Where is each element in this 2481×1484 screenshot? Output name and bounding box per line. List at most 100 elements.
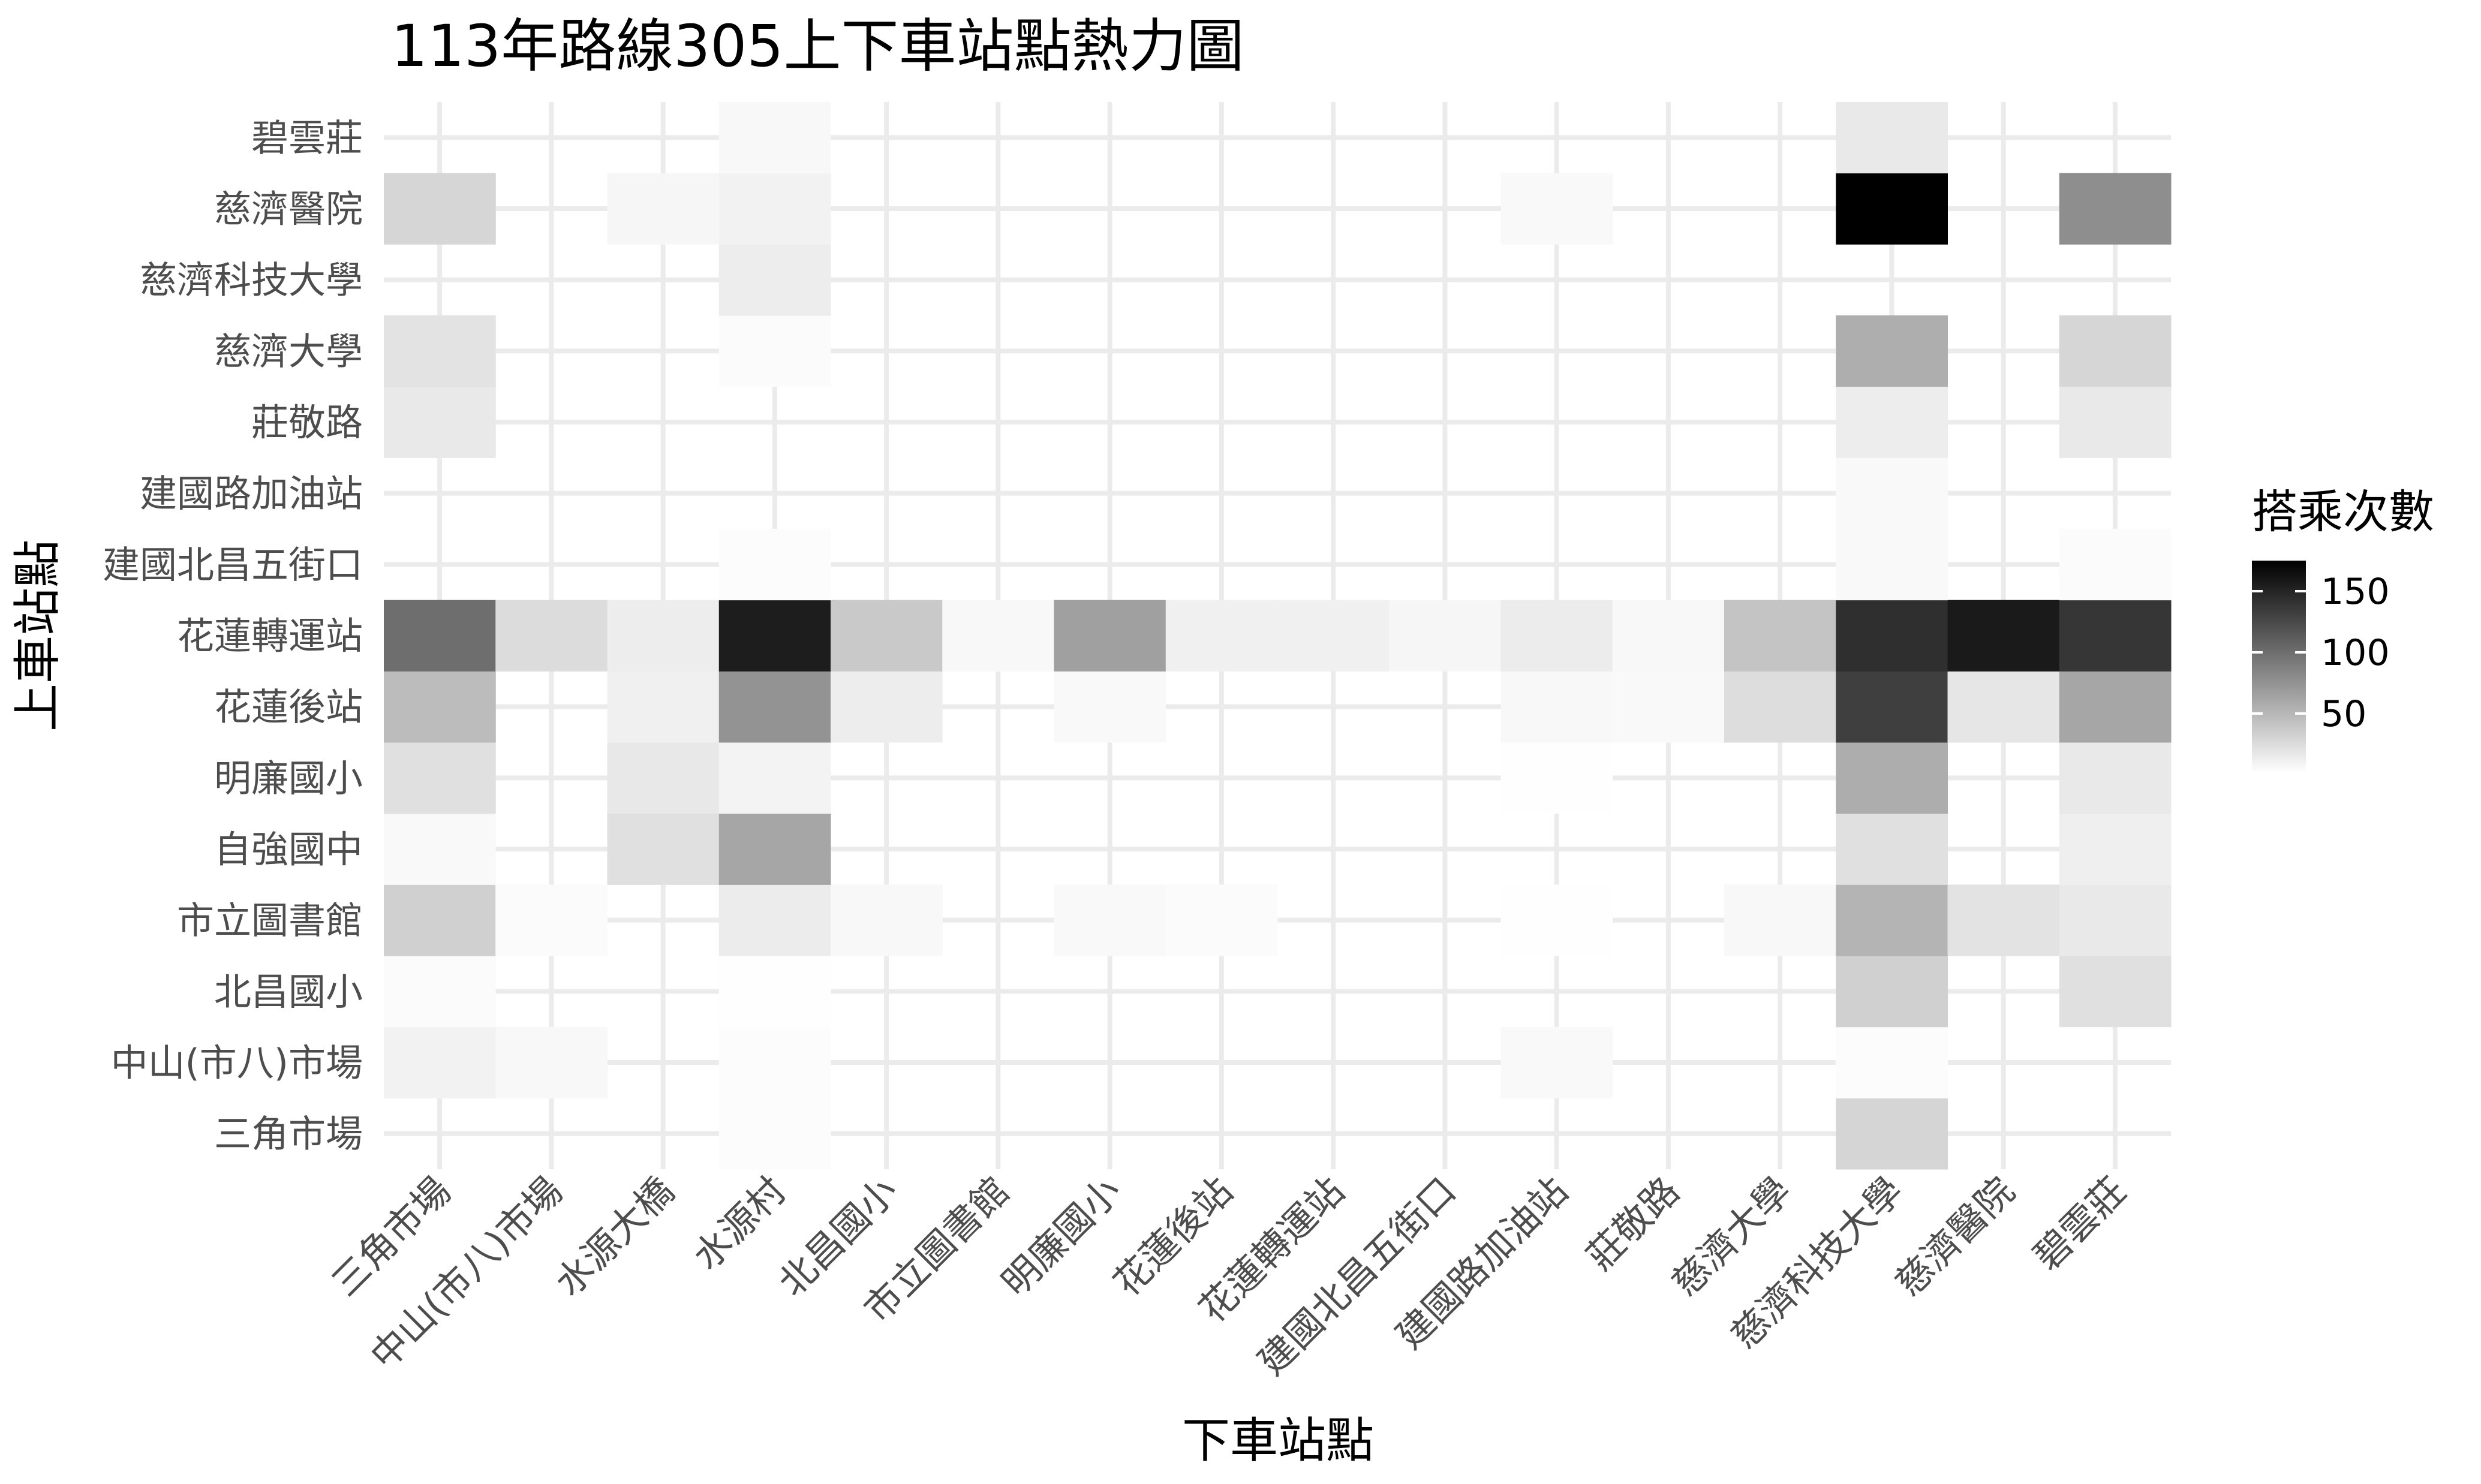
heatmap-tile [384,884,496,956]
legend-tick-label: 150 [2321,571,2390,613]
heatmap-tile [1947,884,2060,956]
heatmap-tile [1500,600,1613,672]
x-tick-label: 莊敬路 [1578,1169,1688,1278]
heatmap-tile [495,1027,608,1098]
heatmap-tile [1500,884,1613,956]
heatmap-tile [1836,956,1948,1028]
y-tick-label: 花蓮後站 [214,685,363,729]
heatmap-tile [831,600,943,672]
y-tick-label: 北昌國小 [214,970,363,1013]
legend: 搭乘次數 50 100 150 [2252,485,2434,773]
heatmap-tile [1612,671,1725,743]
heatmap-tile [384,956,496,1028]
heatmap-tile [1500,173,1613,245]
y-tick-label: 慈濟大學 [214,329,363,373]
heatmap-tile [2059,813,2172,885]
x-tick-label: 慈濟醫院 [1887,1169,2023,1305]
x-tick-label: 水源村 [684,1169,794,1278]
heatmap-tile [1500,671,1613,743]
heatmap-tile [495,600,608,672]
heatmap-tile [1836,600,1948,672]
heatmap-tile [1836,1098,1948,1170]
heatmap-tile [607,813,720,885]
heatmap-tile [1836,529,1948,601]
heatmap-tile [718,315,831,387]
heatmap-tile [1836,813,1948,885]
heatmap-tile [384,813,496,885]
heatmap-tile [1612,600,1725,672]
heatmap-tile [1389,600,1501,672]
heatmap-tile [718,529,831,601]
heatmap-tile [495,884,608,956]
heatmap-tile [607,671,720,743]
legend-tick-label: 50 [2321,693,2366,735]
heatmap-tile [1836,671,1948,743]
legend-title: 搭乘次數 [2252,485,2434,538]
y-tick-label: 明廉國小 [214,756,363,800]
heatmap-tile [2059,529,2172,601]
heatmap-tile [384,600,496,672]
heatmap-tile [1500,1027,1613,1098]
heatmap-tile [1947,671,2060,743]
heatmap-tile [1836,173,1948,245]
heatmap-tile [1054,884,1166,956]
heatmap-tile [2059,600,2172,672]
heatmap-tile [1724,671,1836,743]
heatmap-tile [718,1027,831,1098]
heatmap-tile [718,1098,831,1170]
heatmap-tile [718,813,831,885]
y-tick-label: 三角市場 [214,1112,363,1156]
heatmap-tile [2059,742,2172,814]
y-axis-tick-labels: 三角市場 中山(市八)市場 北昌國小 市立圖書館 自強國中 明廉國小 花蓮後站 花蓮轉運站 建國… [103,116,363,1155]
x-axis-title: 下車站點 [1182,1413,1374,1468]
heatmap-tile [1277,600,1390,672]
y-tick-label: 中山(市八)市場 [111,1041,363,1085]
heatmap-tile [384,173,496,245]
y-tick-label: 自強國中 [214,827,363,871]
y-tick-label: 市立圖書館 [177,899,363,943]
heatmap-tile [1165,884,1278,956]
heatmap-tile [384,315,496,387]
heatmap-tile [384,671,496,743]
heatmap-tile [1836,315,1948,387]
y-tick-label: 莊敬路 [251,401,363,444]
heatmap-tile [718,173,831,245]
heatmap-tile [1836,742,1948,814]
chart-title: 113年路線305上下車站點熱力圖 [391,13,1244,80]
x-tick-label: 建國北昌五街口 [1249,1169,1464,1384]
heatmap-tile [2059,956,2172,1028]
heatmap-tile [718,244,831,316]
heatmap-tile [384,1027,496,1098]
heatmap-tile [1836,1027,1948,1098]
x-tick-label: 水源大橋 [546,1169,682,1305]
heatmap-tile [1165,600,1278,672]
heatmap-tile [607,173,720,245]
heatmap-tile [2059,386,2172,458]
y-tick-label: 花蓮轉運站 [177,614,363,658]
heatmap-tile [1724,600,1836,672]
legend-colorbar [2252,561,2306,773]
heatmap-tile [1724,884,1836,956]
heatmap-tile [2059,315,2172,387]
heatmap-tile [831,884,943,956]
heatmap-tile [1500,742,1613,814]
heatmap-tile [718,884,831,956]
heatmap-tile [718,102,831,174]
heatmap-tile [2059,671,2172,743]
y-tick-label: 慈濟醫院 [214,187,363,231]
y-tick-label: 慈濟科技大學 [140,258,363,302]
x-tick-label: 碧雲莊 [2025,1169,2134,1278]
heatmap-tile [607,742,720,814]
legend-tick-label: 100 [2321,632,2390,674]
y-tick-label: 建國路加油站 [140,472,363,516]
heatmap-tile [1054,671,1166,743]
heatmap-tile [1836,386,1948,458]
heatmap-tile [1836,884,1948,956]
x-tick-label: 明廉國小 [993,1169,1129,1305]
heatmap-tile [1836,457,1948,529]
y-axis-title: 上車站點 [10,540,65,732]
heatmap-tile [1836,102,1948,174]
heatmap-tile [718,956,831,1028]
